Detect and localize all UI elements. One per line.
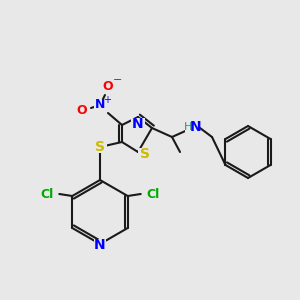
Text: N: N bbox=[190, 120, 202, 134]
Text: S: S bbox=[140, 147, 150, 161]
Text: +: + bbox=[103, 95, 111, 105]
Text: Cl: Cl bbox=[41, 188, 54, 200]
Text: H: H bbox=[184, 122, 192, 132]
Text: O: O bbox=[103, 80, 113, 94]
FancyBboxPatch shape bbox=[102, 82, 114, 92]
FancyBboxPatch shape bbox=[94, 239, 106, 251]
FancyBboxPatch shape bbox=[144, 188, 162, 200]
Text: O: O bbox=[77, 104, 87, 118]
Text: N: N bbox=[95, 98, 105, 112]
Text: N: N bbox=[94, 238, 106, 252]
FancyBboxPatch shape bbox=[138, 148, 152, 160]
FancyBboxPatch shape bbox=[93, 141, 107, 153]
FancyBboxPatch shape bbox=[131, 118, 145, 130]
FancyBboxPatch shape bbox=[76, 106, 88, 116]
FancyBboxPatch shape bbox=[38, 188, 56, 200]
FancyBboxPatch shape bbox=[94, 99, 106, 111]
Text: S: S bbox=[95, 140, 105, 154]
Text: N: N bbox=[132, 117, 144, 131]
FancyBboxPatch shape bbox=[185, 121, 199, 133]
Text: Cl: Cl bbox=[146, 188, 159, 200]
Text: −: − bbox=[113, 75, 123, 85]
